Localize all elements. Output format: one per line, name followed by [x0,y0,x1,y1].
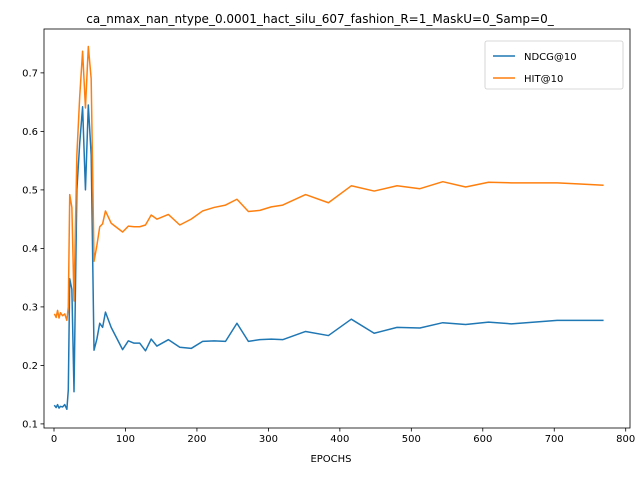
series-line-hit [53,45,604,322]
legend-label: HIT@10 [524,74,563,85]
plot-area [44,29,630,428]
y-tick-label: 0.3 [22,302,38,313]
axes: 0 100 200 300 400 500 600 700 800 0.1 0.2 0.3 0.4 0.5… [22,28,635,445]
y-tick-label: 0.2 [22,361,38,372]
y-tick-label: 0.5 [22,185,38,196]
axes-frame [43,28,631,429]
y-tick-label: 0.1 [22,419,38,430]
x-tick-label: 600 [473,434,492,445]
x-tick-label: 200 [187,434,206,445]
series-lines [53,45,604,411]
legend: NDCG@10 HIT@10 [484,40,624,90]
legend-label: NDCG@10 [524,52,577,63]
x-tick-label: 0 [51,434,57,445]
x-tick-label: 700 [545,434,564,445]
y-tick-label: 0.7 [22,68,38,79]
x-tick-label: 800 [616,434,635,445]
x-tick-label: 100 [116,434,135,445]
y-tick-label: 0.4 [22,244,38,255]
legend-box [484,40,624,90]
x-tick-label: 500 [402,434,421,445]
series-line-ndcg [53,104,604,411]
chart-title: ca_nmax_nan_ntype_0.0001_hact_silu_607_f… [86,12,554,26]
x-tick-label: 400 [330,434,349,445]
y-tick-label: 0.6 [22,127,38,138]
x-axis-title: EPOCHS [310,454,351,465]
x-tick-label: 300 [259,434,278,445]
